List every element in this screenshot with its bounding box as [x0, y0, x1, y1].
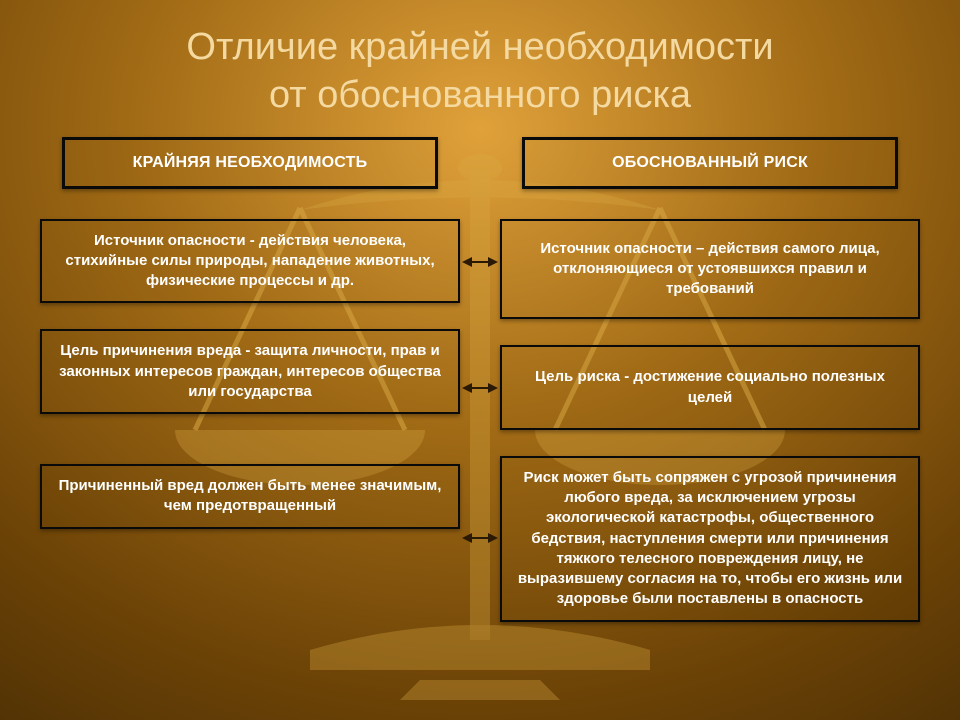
slide-content: Отличие крайней необходимости от обоснов…	[0, 0, 960, 720]
comparison-columns: КРАЙНЯЯ НЕОБХОДИМОСТЬ Источник опасности…	[0, 119, 960, 622]
right-box-2: Цель риска - достижение социально полезн…	[500, 345, 920, 430]
title-line-1: Отличие крайней необходимости	[186, 26, 773, 68]
right-header-box: ОБОСНОВАННЫЙ РИСК	[522, 137, 898, 189]
right-box-1: Источник опасности – действия самого лиц…	[500, 219, 920, 320]
right-column: ОБОСНОВАННЫЙ РИСК Источник опасности – д…	[500, 137, 920, 622]
left-column: КРАЙНЯЯ НЕОБХОДИМОСТЬ Источник опасности…	[40, 137, 460, 622]
page-title: Отличие крайней необходимости от обоснов…	[0, 0, 960, 119]
right-box-3: Риск может быть сопряжен с угрозой причи…	[500, 456, 920, 622]
left-header-box: КРАЙНЯЯ НЕОБХОДИМОСТЬ	[62, 137, 438, 189]
left-box-3: Причиненный вред должен быть менее значи…	[40, 464, 460, 529]
left-box-1: Источник опасности - действия человека, …	[40, 219, 460, 304]
title-line-2: от обоснованного риска	[269, 74, 691, 116]
left-box-2: Цель причинения вреда - защита личности,…	[40, 329, 460, 414]
